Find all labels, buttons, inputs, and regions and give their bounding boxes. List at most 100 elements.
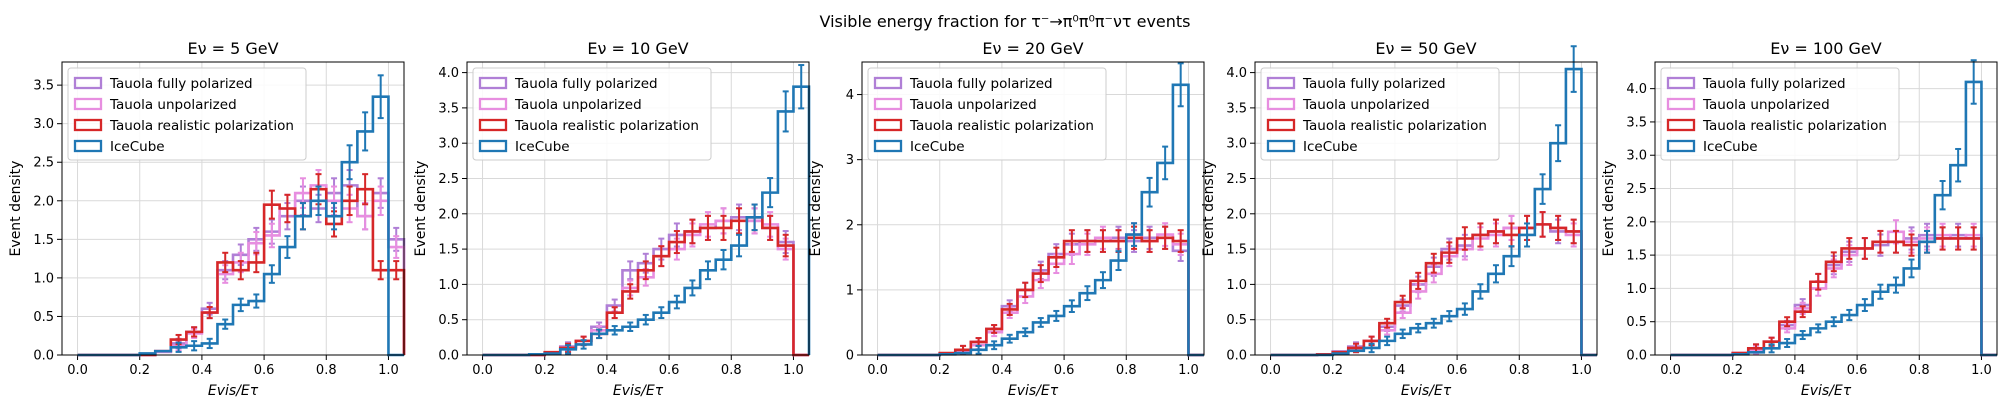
error-bar [237, 260, 244, 281]
error-bar [975, 344, 982, 355]
panel-title: Eν = 20 GeV [982, 39, 1083, 58]
y-tick-label: 0.5 [438, 313, 459, 328]
error-bar [1892, 276, 1899, 294]
error-bar [704, 214, 711, 241]
error-bar [1415, 271, 1422, 290]
legend-label: IceCube [110, 139, 165, 155]
error-bar [1555, 124, 1562, 163]
x-tick-label: 0.0 [1660, 363, 1681, 378]
error-bar [284, 235, 291, 259]
legend-entry: Tauola realistic polarization [873, 118, 1094, 134]
legend-entry: Tauola unpolarized [478, 97, 642, 113]
error-bar [1446, 241, 1453, 264]
y-tick-label: 2.5 [1626, 182, 1647, 197]
y-tick-label: 1 [846, 283, 854, 298]
error-bar [1815, 272, 1822, 291]
error-bar [237, 297, 244, 313]
error-bar [191, 340, 198, 352]
error-bar [1162, 145, 1169, 181]
error-bar [377, 260, 384, 281]
error-bar [704, 260, 711, 281]
error-bar [331, 202, 338, 231]
x-tick-label: 1.0 [783, 363, 804, 378]
y-tick-label: 4.0 [1626, 82, 1647, 97]
legend: Tauola fully polarized Tauola unpolarized… [472, 67, 712, 161]
error-bar [1177, 229, 1184, 253]
error-bar [565, 344, 572, 355]
y-tick-label: 4.0 [438, 66, 459, 81]
error-bar [1068, 299, 1075, 313]
x-axis-label: Evis/Eτ [1401, 383, 1452, 399]
error-bar [642, 313, 649, 326]
error-bar [393, 235, 400, 259]
error-bar [1924, 229, 1931, 254]
legend-entry: IceCube [873, 139, 965, 155]
error-bar [1084, 285, 1091, 302]
y-tick-label: 2.5 [33, 156, 54, 171]
error-bar [346, 185, 353, 217]
legend-box [472, 67, 712, 161]
legend-label: Tauola unpolarized [514, 97, 642, 113]
figure-title: Visible energy fraction for τ⁻→π⁰π⁰π⁻ντ … [819, 12, 1190, 31]
y-tick-label: 2 [846, 218, 854, 233]
y-tick-label: 4 [846, 88, 854, 103]
series-icecube-step [77, 95, 404, 357]
legend-swatch [478, 76, 508, 90]
x-tick-label: 0.8 [721, 363, 742, 378]
error-bar [362, 111, 369, 152]
error-bar [1461, 302, 1468, 316]
error-bar [1939, 180, 1946, 211]
error-bar [1415, 322, 1422, 334]
series-tauola-unpolarized-step [1270, 223, 1597, 357]
x-tick-label: 0.4 [597, 363, 618, 378]
y-axis-label: Event density [808, 161, 824, 257]
error-bar [268, 189, 275, 220]
error-bar [1446, 310, 1453, 323]
legend-swatch [1666, 97, 1696, 111]
error-bar [1955, 147, 1962, 183]
error-bar [1368, 342, 1375, 354]
legend-label: Tauola realistic polarization [514, 118, 699, 134]
error-bar [627, 283, 634, 300]
error-bar [673, 230, 680, 255]
axes-frame [1654, 61, 1998, 356]
error-bar [689, 218, 696, 245]
x-tick-label: 0.6 [659, 363, 680, 378]
error-bar [206, 306, 213, 320]
error-bar [1555, 214, 1562, 241]
x-tick-label: 0.6 [1847, 363, 1868, 378]
series-tauola-realistic-polarization-step [1270, 223, 1597, 357]
y-tick-label: 1.5 [438, 243, 459, 258]
legend-box [1660, 67, 1900, 161]
legend-swatch [1666, 118, 1696, 132]
error-bar [315, 185, 322, 217]
error-bar [673, 294, 680, 310]
legend-label: Tauola unpolarized [1702, 97, 1830, 113]
error-bar [1131, 222, 1138, 247]
error-bar [1022, 281, 1029, 299]
x-tick-label: 0.2 [929, 363, 950, 378]
error-bar [1384, 317, 1391, 329]
error-bar [1461, 226, 1468, 251]
chart-panel-3: 0.0 0.2 0.4 0.6 0.8 1.0 0 1 2 3 4 Tauola fully pola… [808, 39, 1205, 399]
legend-box [1260, 67, 1500, 161]
error-bar [1784, 338, 1791, 349]
chart-panel-4: 0.0 0.2 0.4 0.6 0.8 1.0 0.0 0.5 1.0 1.5 2.0 2.5 3.0 3… [1201, 39, 1598, 399]
y-tick-label: 3.5 [438, 101, 459, 116]
error-bar [580, 339, 587, 350]
legend-entry: Tauola realistic polarization [478, 118, 699, 134]
legend-label: IceCube [1303, 139, 1358, 155]
y-tick-label: 2.0 [1626, 215, 1647, 230]
error-bar [782, 233, 789, 258]
y-tick-label: 1.5 [1226, 243, 1247, 258]
error-bar [206, 337, 213, 350]
legend-entry: IceCube [1266, 139, 1358, 155]
error-bar [642, 260, 649, 281]
axes-frame [466, 61, 810, 356]
y-tick-label: 1.0 [1226, 278, 1247, 293]
error-bar [1053, 246, 1060, 269]
error-bar [1799, 330, 1806, 341]
y-tick-label: 1.0 [33, 271, 54, 286]
error-bar [1115, 250, 1122, 272]
